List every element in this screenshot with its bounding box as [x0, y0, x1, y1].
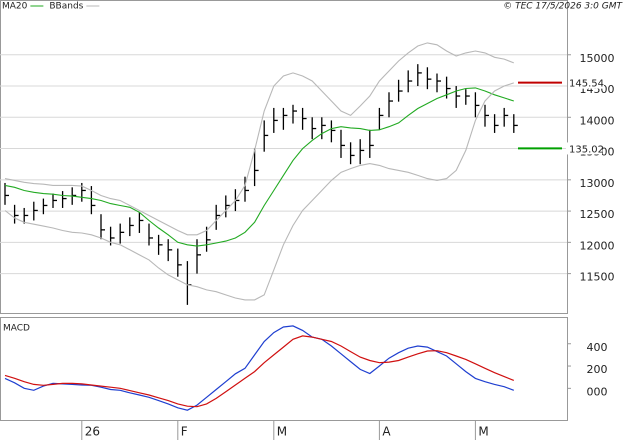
- y-tick-label: 400: [587, 341, 608, 354]
- y-tick-label: 11500: [580, 271, 615, 284]
- x-tick-label: M: [277, 425, 287, 439]
- price-label: 135.02: [569, 144, 604, 155]
- y-tick-label: 000: [587, 385, 608, 398]
- source: © TEC 17/5/2026 3:0 GMT: [503, 2, 623, 12]
- series-line: [4, 82, 514, 301]
- y-tick-label: 12500: [580, 208, 615, 221]
- price-label: 145.54: [569, 79, 604, 90]
- y-tick-label: 15000: [580, 52, 615, 65]
- y-tick-label: 14000: [580, 114, 615, 127]
- x-tick-label: A: [382, 425, 391, 439]
- x-tick-label: 26: [85, 425, 100, 439]
- legend-label: BBands: [49, 2, 83, 12]
- price-label-bg: [566, 142, 602, 155]
- y-tick-label: 13000: [580, 177, 615, 190]
- y-tick-label: 200: [587, 363, 608, 376]
- x-tick-label: F: [181, 425, 188, 439]
- legend-label: MA20: [2, 2, 28, 12]
- series-line: [4, 335, 515, 408]
- y-tick-label: 12000: [580, 239, 615, 252]
- series-line: [4, 87, 514, 247]
- x-tick-label: M: [478, 425, 488, 439]
- macd-title: MACD: [3, 324, 30, 334]
- macd-panel: [0, 317, 568, 421]
- series-line: [4, 42, 515, 236]
- price-panel: [0, 0, 568, 314]
- price-label-bg: [568, 76, 604, 89]
